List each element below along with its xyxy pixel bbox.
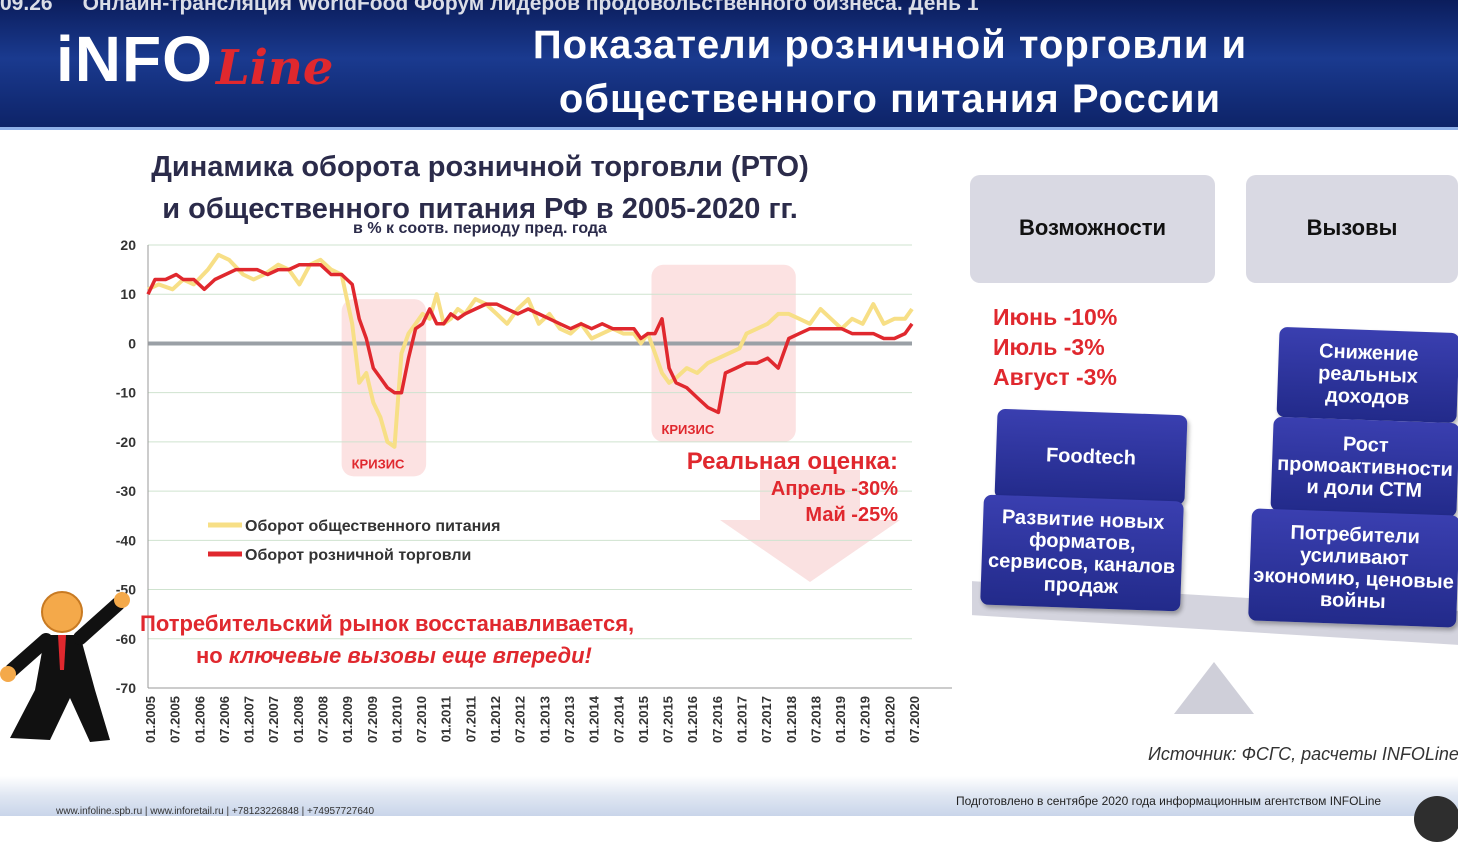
footer-bar: [0, 776, 1458, 816]
footer-prepared: Подготовлено в сентябре 2020 года информ…: [956, 794, 1382, 808]
y-tick-label: 20: [120, 237, 136, 253]
x-tick-label: 07.2015: [661, 696, 676, 743]
x-tick-label: 07.2006: [217, 696, 232, 743]
x-tick-label: 07.2009: [365, 696, 380, 743]
x-tick-label: 01.2012: [488, 696, 503, 743]
opportunities-label: Возможности: [1018, 215, 1167, 240]
consumer-market-note: Потребительский рынок восстанавливается,…: [140, 608, 634, 672]
stream-time: 09.26: [0, 0, 53, 15]
video-play-button[interactable]: [1414, 796, 1458, 842]
x-tick-label: 01.2007: [242, 696, 257, 743]
x-tick-label: 01.2009: [340, 696, 355, 743]
chart-axes: 01.2005 07.2005 01.2006 07.2006 01.2007 07.20…: [143, 695, 922, 743]
y-tick-label: -70: [116, 680, 136, 696]
logo-info: iNFO: [56, 23, 213, 95]
header-banner: 09.26 Онлайн-трансляция WorldFood Форум л…: [0, 0, 1458, 130]
scale-base: [1174, 662, 1254, 714]
x-tick-label: 01.2019: [833, 696, 848, 743]
challenges-label: Вызовы: [1306, 215, 1398, 240]
x-tick-label: 07.2011: [463, 696, 478, 742]
x-tick-label: 07.2005: [168, 696, 183, 743]
x-tick-label: 07.2012: [513, 696, 528, 743]
chart-title-line2: и общественного питания РФ в 2005-2020 г…: [162, 193, 798, 225]
card-income-decline: Снижение реальных доходов: [1276, 326, 1458, 424]
monthly-decline-list: Июнь -10% Июль -3% Август -3%: [993, 302, 1117, 392]
x-tick-label: 01.2005: [143, 696, 158, 743]
series-line: [146, 262, 914, 415]
series-line: [147, 252, 914, 449]
real-estimate-april: Апрель -30%: [770, 478, 898, 500]
consumer-line2-prefix: но: [196, 643, 223, 668]
chart-legend: Оборот общественного питания Оборот розни…: [208, 518, 500, 564]
challenges-header: Вызовы: [1246, 175, 1458, 283]
x-tick-label: 01.2006: [192, 696, 207, 743]
x-tick-label: 01.2016: [685, 696, 700, 743]
source-note: Источник: ФСГС, расчеты INFOLine: [1148, 744, 1458, 764]
x-tick-label: 07.2010: [414, 696, 429, 743]
footer-links: www.infoline.spb.ru | www.inforetail.ru …: [56, 806, 375, 817]
x-tick-label: 07.2017: [759, 696, 774, 743]
x-tick-label: 07.2019: [858, 696, 873, 743]
monthly-august: Август -3%: [993, 364, 1117, 390]
stream-bar: 09.26 Онлайн-трансляция WorldFood Форум л…: [0, 0, 979, 16]
x-tick-label: 01.2011: [439, 696, 454, 742]
consumer-line2: но ключевые вызовы еще впереди!: [140, 640, 634, 672]
card-new-formats: Развитие новых форматов, сервисов, канал…: [980, 494, 1184, 612]
y-tick-label: -40: [116, 532, 136, 548]
real-estimate-title: Реальная оценка:: [686, 448, 898, 475]
x-tick-label: 01.2018: [784, 696, 799, 743]
page-title-line1: Показатели розничной торговли и: [532, 23, 1248, 67]
x-tick-label: 07.2018: [808, 696, 823, 743]
x-tick-label: 07.2008: [316, 696, 331, 743]
real-estimate-annotation: Реальная оценка: Апрель -30% Май -25%: [648, 448, 898, 528]
page-title-line2: общественного питания России: [558, 77, 1222, 121]
y-tick-label: -10: [116, 385, 136, 401]
monthly-june: Июнь -10%: [993, 304, 1118, 330]
x-tick-label: 07.2016: [710, 696, 725, 743]
chart-subtitle: в % к соотв. периоду пред. года: [353, 220, 607, 237]
y-tick-label: -30: [116, 483, 136, 499]
x-tick-label: 07.2013: [562, 696, 577, 743]
crisis-label: КРИЗИС: [352, 456, 405, 471]
y-tick-label: 10: [120, 286, 136, 302]
consumer-line1: Потребительский рынок восстанавливается,: [140, 611, 635, 636]
chart-title: Динамика оборота розничной торговли (РТО…: [100, 146, 860, 230]
y-tick-label: -60: [116, 631, 136, 647]
x-tick-label: 01.2014: [587, 695, 602, 743]
chart-title-line1: Динамика оборота розничной торговли (РТО…: [151, 151, 809, 183]
x-tick-label: 07.2020: [907, 696, 922, 743]
infoline-logo: iNFO Line: [56, 22, 333, 96]
card-promo-growth: Рост промоактивности и доли СТМ: [1270, 416, 1458, 518]
opportunities-header: Возможности: [970, 175, 1215, 283]
x-tick-label: 01.2020: [882, 696, 897, 743]
down-arrow: [720, 470, 900, 582]
page-title: Показатели розничной торговли и обществе…: [490, 18, 1290, 126]
x-tick-label: 01.2013: [537, 696, 552, 743]
stream-title: Онлайн-трансляция WorldFood Форум лидеро…: [82, 0, 979, 15]
real-estimate-may: Май -25%: [805, 504, 898, 526]
x-tick-label: 01.2008: [291, 696, 306, 743]
chart-series: [146, 252, 914, 449]
y-tick-label: 0: [128, 335, 136, 351]
crisis-label: КРИЗИС: [661, 422, 714, 437]
x-tick-label: 07.2014: [611, 695, 626, 743]
card-foodtech: Foodtech: [994, 408, 1188, 506]
crisis-region: [651, 264, 796, 442]
consumer-line2-italic: ключевые вызовы еще впереди!: [228, 643, 592, 668]
card-consumer-savings: Потребители усиливают экономию, ценовые …: [1248, 508, 1458, 628]
x-tick-label: 01.2015: [636, 696, 651, 743]
x-tick-label: 01.2010: [389, 696, 404, 743]
logo-line: Line: [216, 40, 334, 96]
y-tick-label: -20: [116, 434, 136, 450]
x-tick-label: 07.2007: [266, 696, 281, 743]
legend-label: Оборот розничной торговли: [245, 547, 471, 564]
businessman-illustration: [0, 591, 130, 742]
legend-label: Оборот общественного питания: [245, 518, 500, 535]
x-tick-label: 01.2017: [734, 696, 749, 743]
monthly-july: Июль -3%: [993, 334, 1105, 360]
